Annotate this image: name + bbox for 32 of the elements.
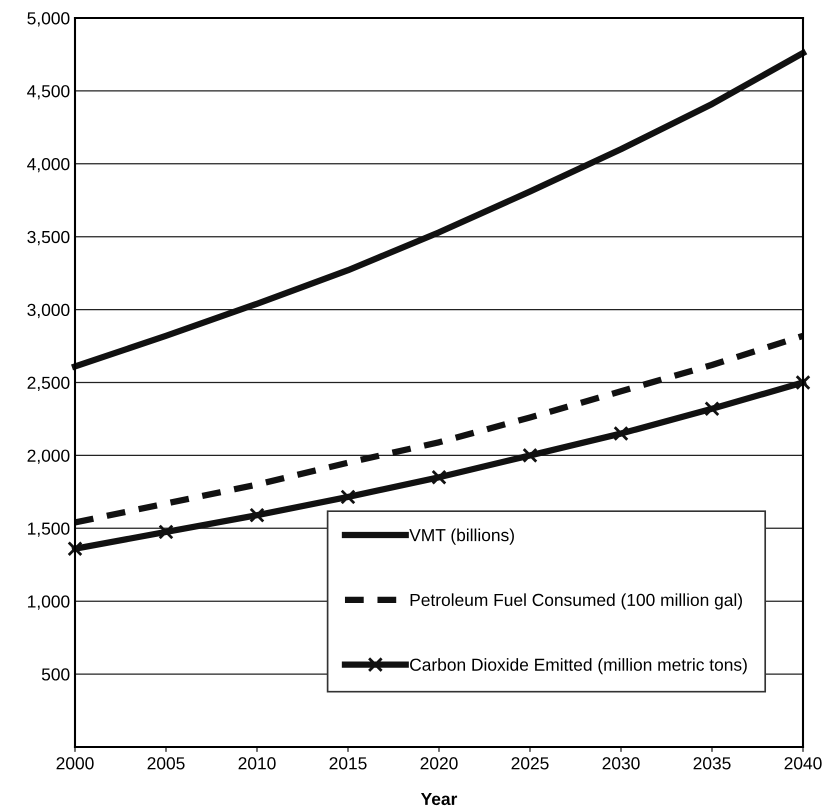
y-tick-label: 3,500 (27, 230, 70, 246)
y-tick-label: 1,500 (28, 522, 70, 537)
x-tick-label: 2025 (512, 757, 549, 770)
point (340, 489, 356, 505)
legend-label: VMT (billions) (409, 528, 514, 545)
point (522, 448, 538, 464)
x-tick-label: 2035 (694, 757, 731, 770)
x-tick-label: 2030 (602, 757, 640, 770)
y-tick-label: 500 (42, 668, 70, 681)
point (431, 470, 447, 485)
point (67, 541, 83, 556)
x-tick-label: 2000 (56, 757, 94, 770)
point (158, 524, 174, 540)
x-axis-title: Year (420, 792, 458, 806)
x-tick-label: 2005 (148, 757, 185, 770)
y-tick-label: 2,500 (28, 376, 70, 392)
y-tick-label: 4,000 (27, 158, 70, 172)
y-tick-label: 1,000 (28, 595, 70, 610)
x-tick-label: 2015 (330, 757, 367, 770)
y-tick-label: 4,500 (27, 85, 70, 100)
point (704, 401, 720, 416)
x-tick-label: 2020 (420, 757, 458, 770)
y-tick-label: 2,000 (28, 450, 70, 464)
y-tick-label: 3,000 (27, 304, 70, 318)
point (249, 508, 265, 523)
legend-label: Carbon Dioxide Emitted (million metric tons) (410, 658, 747, 674)
point (795, 374, 811, 390)
x-tick-label: 2040 (784, 757, 822, 770)
legend-label: Petroleum Fuel Consumed (100 million gal) (410, 593, 742, 610)
y-tick-label: 5,000 (27, 12, 70, 27)
point (613, 426, 629, 442)
x-tick-label: 2010 (238, 757, 276, 770)
